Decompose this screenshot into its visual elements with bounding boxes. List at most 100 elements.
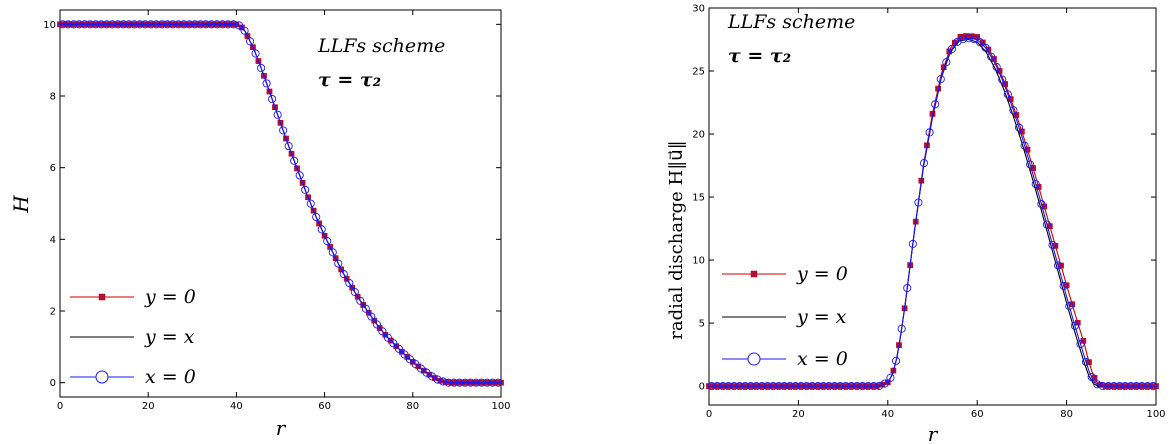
left-series-x0-point <box>444 378 453 387</box>
right-series-x0-point <box>992 62 1001 72</box>
right-series-x0-point <box>718 382 727 391</box>
right-series-x0-point <box>1143 382 1152 391</box>
right-series-x0-point <box>735 382 744 391</box>
left-series-x0-point <box>212 20 222 29</box>
right-series-x0-point <box>903 283 912 293</box>
left-series-x0-point <box>163 20 172 29</box>
left-series-x0-point <box>146 20 155 29</box>
left-series-x0-point <box>179 20 188 29</box>
left-series-x0-line <box>60 23 501 384</box>
left-series-x0-point <box>350 287 359 297</box>
left-series-x0-point <box>339 270 348 279</box>
left-series-x0-point <box>334 259 343 268</box>
right-series-x0-point <box>1126 382 1135 391</box>
right-series-x0-point <box>858 382 867 391</box>
right-series-x0-point <box>1070 321 1079 330</box>
right-legend-y0-marker <box>750 270 758 278</box>
left-series-x0-point <box>196 20 205 29</box>
right-series-x0-point <box>797 382 806 391</box>
left-legend-y0-marker <box>98 293 106 301</box>
right-series-x0-point <box>852 382 862 391</box>
right-series-x0-point <box>802 382 811 391</box>
left-series-x0-point <box>356 296 365 305</box>
right-y-axis-label: radial discharge H‖u⃗‖ <box>666 140 687 339</box>
right-series-x0-point <box>869 382 878 391</box>
left-series-x0-point <box>284 142 293 151</box>
right-series-x0-point <box>947 44 956 53</box>
right-series-x0-point <box>908 239 917 248</box>
left-series-x0-point <box>461 378 470 387</box>
right-y-tick-label: 25 <box>692 67 705 78</box>
right-series-x0-point <box>1149 382 1158 391</box>
left-series-x0-point <box>246 37 255 46</box>
right-series-x0-point <box>975 38 984 47</box>
right-series-x0-point <box>1031 180 1040 189</box>
right-series-x0-point <box>1054 261 1063 270</box>
left-series-x0-point <box>438 377 448 386</box>
left-series-x0-point <box>257 64 266 73</box>
left-series-x0-point <box>394 344 403 353</box>
right-series-x0-point <box>886 373 895 382</box>
right-series-x0-point <box>998 75 1007 84</box>
right-x-axis-label: r <box>928 422 939 444</box>
right-legend-x0-marker <box>747 352 761 366</box>
left-series-x0-point <box>301 185 310 194</box>
right-x-tick-label: 80 <box>1060 409 1073 420</box>
left-legend-x0-marker <box>95 370 109 384</box>
right-chart: 0 20 40 60 80 100 0 5 10 15 20 25 30 r radial discha… <box>666 4 1166 444</box>
left-series-x0-point <box>411 359 420 369</box>
right-series-x0-point <box>1059 281 1068 291</box>
left-series-x0-point <box>240 26 249 35</box>
left-series-x0-point <box>323 237 332 246</box>
right-series-x0-point <box>1009 106 1018 115</box>
right-series-x0-point <box>925 128 934 137</box>
left-series-x0-point <box>361 304 370 313</box>
left-series-x0-point <box>477 378 486 387</box>
left-x-tick-label: 100 <box>491 401 510 412</box>
right-x-tick-label: 60 <box>971 409 984 420</box>
right-series-x0-point <box>746 382 755 391</box>
right-series-x0-point <box>964 34 973 43</box>
left-legend-yx-label: y = x <box>144 326 195 348</box>
right-series-x0-point <box>875 381 884 390</box>
left-series-x0-point <box>135 20 144 29</box>
left-y-tick-label: 0 <box>50 378 56 389</box>
left-series-x0-point <box>174 20 183 29</box>
right-series-x0-point <box>892 356 901 365</box>
left-series-x0-point <box>279 126 288 135</box>
left-series-x0-point <box>455 378 464 387</box>
left-x-tick-label: 40 <box>230 401 243 412</box>
right-series-x0-point <box>1098 382 1107 391</box>
left-series-x0-point <box>405 355 414 364</box>
right-series-x0-point <box>1076 340 1085 349</box>
right-series-x0-point <box>1037 199 1046 209</box>
right-series-x0-point <box>1115 382 1124 391</box>
right-series-x0-point <box>1003 90 1012 99</box>
left-series-x0-point <box>488 378 497 387</box>
left-series-x0-point <box>69 20 78 29</box>
left-series-x0-point <box>367 312 376 321</box>
left-x-axis-label: r <box>276 416 287 440</box>
right-legend-x0-label: x = 0 <box>797 348 848 370</box>
left-series-x0-point <box>58 20 67 29</box>
left-series-x0-point <box>306 199 315 208</box>
right-series-x0-point <box>724 382 733 391</box>
left-series-x0-point <box>201 20 211 29</box>
right-series-x0-point <box>769 382 778 391</box>
left-series-x0-point <box>168 20 177 29</box>
left-series-x0-point <box>317 225 326 234</box>
right-series-x0-point <box>1104 382 1113 391</box>
right-series-x0-point <box>1137 382 1146 391</box>
left-legend-x0-label: x = 0 <box>145 366 196 388</box>
left-y-tick-label: 2 <box>50 307 56 318</box>
right-legend: y = 0 y = x x = 0 <box>722 263 848 370</box>
right-series-x0-point <box>841 382 850 391</box>
left-series-x0-point <box>328 248 337 257</box>
left-series-x0-point <box>345 278 354 288</box>
right-series-x0-point <box>713 382 722 391</box>
left-series-x0-point <box>251 49 260 58</box>
left-series-x0-point <box>119 20 128 29</box>
left-series-x0-point <box>97 20 106 29</box>
left-scheme-annotation: LLFs scheme <box>317 35 445 57</box>
left-y-tick-label: 4 <box>50 235 56 246</box>
